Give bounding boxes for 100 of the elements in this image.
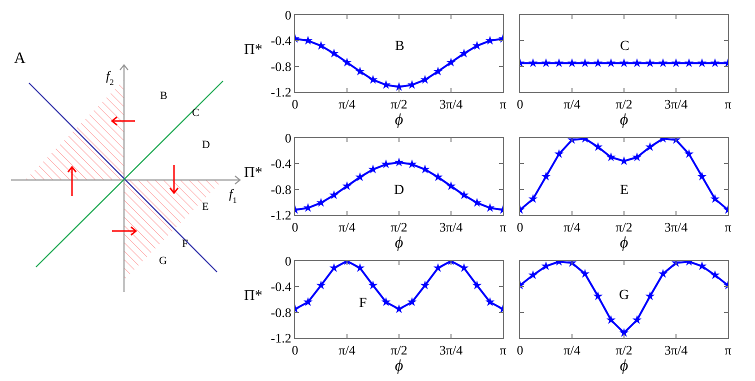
point xyxy=(394,157,404,166)
x-tick-label: π/2 xyxy=(616,220,632,235)
y-tick-label: -0.8 xyxy=(270,304,292,320)
text: G xyxy=(159,255,167,267)
point xyxy=(355,66,365,76)
x-tick-label: 3π/4 xyxy=(439,342,464,358)
x-tick-label: π/2 xyxy=(616,342,632,358)
point xyxy=(407,159,417,168)
point xyxy=(433,172,443,182)
x-tick-label: π/2 xyxy=(390,220,408,235)
point xyxy=(459,263,469,272)
y-tick-label: 0 xyxy=(284,130,292,146)
text: D xyxy=(202,139,210,151)
x-axis-title: ϕ xyxy=(394,234,404,252)
x-tick-label: π/2 xyxy=(390,342,408,358)
y-tick-label: -0.4 xyxy=(270,279,292,294)
x-tick-label: π xyxy=(724,220,732,235)
point xyxy=(433,263,443,272)
x-tick-label: π/4 xyxy=(564,220,581,235)
point xyxy=(407,297,417,306)
text: A xyxy=(14,50,26,67)
text: E xyxy=(202,201,209,213)
point xyxy=(645,142,655,151)
x-tick-label: π/4 xyxy=(564,342,581,358)
x-tick-label: π/4 xyxy=(338,342,356,358)
point xyxy=(580,268,590,278)
x-tick-label: π/4 xyxy=(338,220,356,235)
text: F xyxy=(182,238,188,250)
y-axis-title: Π* xyxy=(244,288,262,304)
point xyxy=(394,304,404,314)
x-tick-label: 3π/4 xyxy=(439,220,464,235)
y-tick-label: -0.4 xyxy=(270,33,292,48)
x-axis-title: ϕ xyxy=(620,358,628,375)
x-tick-label: π xyxy=(724,96,732,112)
y-tick-label: -0.8 xyxy=(270,58,292,74)
point xyxy=(329,48,339,58)
x-tick-label: π/4 xyxy=(338,96,356,112)
point xyxy=(433,66,443,76)
y-tick-label: -0.8 xyxy=(270,182,292,197)
y-tick-label: 0 xyxy=(284,254,292,269)
y-tick-label: -0.4 xyxy=(270,156,292,172)
x-tick-label: 0 xyxy=(516,96,524,112)
point xyxy=(554,149,564,158)
annotation: F xyxy=(359,296,367,311)
point xyxy=(303,36,313,45)
x-axis-title: ϕ xyxy=(394,358,404,375)
x-axis-title: ϕ xyxy=(620,112,628,129)
y-axis-title: Π* xyxy=(244,42,262,58)
point xyxy=(342,181,352,190)
point xyxy=(420,280,430,290)
annotation: E xyxy=(620,183,629,198)
x-axis-title: ϕ xyxy=(620,234,628,252)
point xyxy=(645,291,655,300)
x-tick-label: 3π/4 xyxy=(439,96,464,112)
point xyxy=(606,315,616,324)
text: f$_{1}$ xyxy=(229,186,237,205)
x-tick-label: π xyxy=(500,220,507,235)
point xyxy=(329,263,339,272)
point xyxy=(541,172,551,180)
point xyxy=(459,48,469,58)
point xyxy=(472,280,482,290)
point xyxy=(420,74,430,84)
x-axis-title: ϕ xyxy=(394,112,404,129)
y-tick-label: -1.2 xyxy=(270,330,292,346)
point xyxy=(606,152,616,162)
y-tick-label: -1.2 xyxy=(270,84,292,100)
x-tick-label: π/2 xyxy=(390,96,408,112)
point xyxy=(593,142,603,151)
x-tick-label: 0 xyxy=(516,220,524,235)
point xyxy=(446,181,456,190)
y-axis-title: Π* xyxy=(244,165,262,181)
y-tick-label: -1.2 xyxy=(270,208,292,223)
point xyxy=(303,297,313,306)
point xyxy=(381,297,391,306)
x-tick-label: 3π/4 xyxy=(664,220,688,235)
point xyxy=(632,152,642,162)
x-tick-label: π xyxy=(500,96,507,112)
point xyxy=(355,172,365,182)
point xyxy=(316,198,326,207)
point xyxy=(632,315,642,324)
point xyxy=(368,74,378,84)
point xyxy=(485,36,495,45)
point xyxy=(528,270,538,280)
point xyxy=(329,190,339,200)
point xyxy=(485,297,495,306)
point xyxy=(710,270,720,280)
point xyxy=(316,280,326,290)
x-tick-label: 0 xyxy=(516,342,524,358)
point xyxy=(619,328,629,337)
point xyxy=(342,58,352,66)
annotation: C xyxy=(620,39,630,54)
point xyxy=(381,159,391,168)
point xyxy=(446,58,456,66)
x-tick-label: π/4 xyxy=(564,96,581,112)
x-tick-label: π xyxy=(500,342,507,358)
point xyxy=(528,194,538,203)
point xyxy=(684,149,694,158)
text: f$_{2}$ xyxy=(106,68,114,87)
point xyxy=(355,263,365,272)
point xyxy=(394,82,404,91)
